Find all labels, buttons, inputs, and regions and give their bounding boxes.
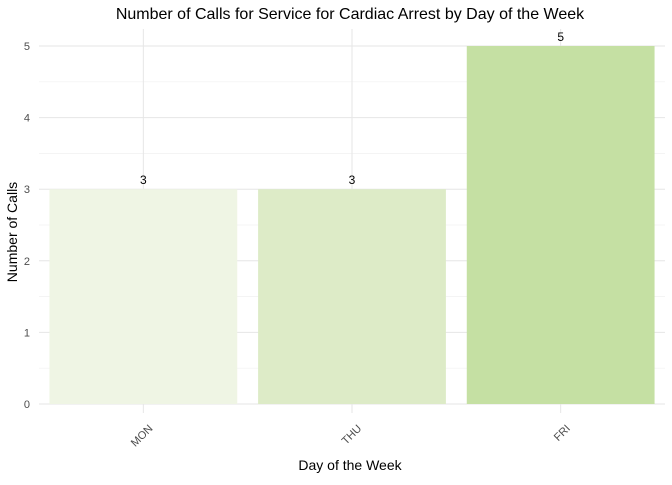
y-axis-title: Number of Calls (4, 182, 20, 282)
bars (49, 46, 655, 404)
x-tick-label-fri: FRI (552, 423, 573, 444)
data-label-thu: 3 (349, 173, 356, 187)
bar-mon (49, 189, 238, 404)
data-labels: 3 3 5 (140, 30, 564, 187)
chart-title: Number of Calls for Service for Cardiac … (116, 6, 585, 23)
x-tick-label-thu: THU (340, 423, 365, 448)
x-axis-ticks: MON THU FRI (129, 423, 573, 450)
y-tick-label: 1 (24, 327, 30, 339)
data-label-mon: 3 (140, 173, 147, 187)
bar-fri (466, 46, 655, 404)
y-tick-label: 2 (24, 256, 30, 268)
data-label-fri: 5 (557, 30, 564, 44)
y-tick-label: 0 (24, 399, 30, 411)
bar-thu (258, 189, 446, 404)
x-tick-label-mon: MON (129, 423, 156, 450)
y-tick-label: 4 (24, 113, 30, 125)
y-tick-label: 5 (24, 41, 30, 53)
x-axis-title: Day of the Week (298, 457, 402, 473)
y-axis-ticks: 0 1 2 3 4 5 (24, 41, 30, 411)
y-tick-label: 3 (24, 184, 30, 196)
